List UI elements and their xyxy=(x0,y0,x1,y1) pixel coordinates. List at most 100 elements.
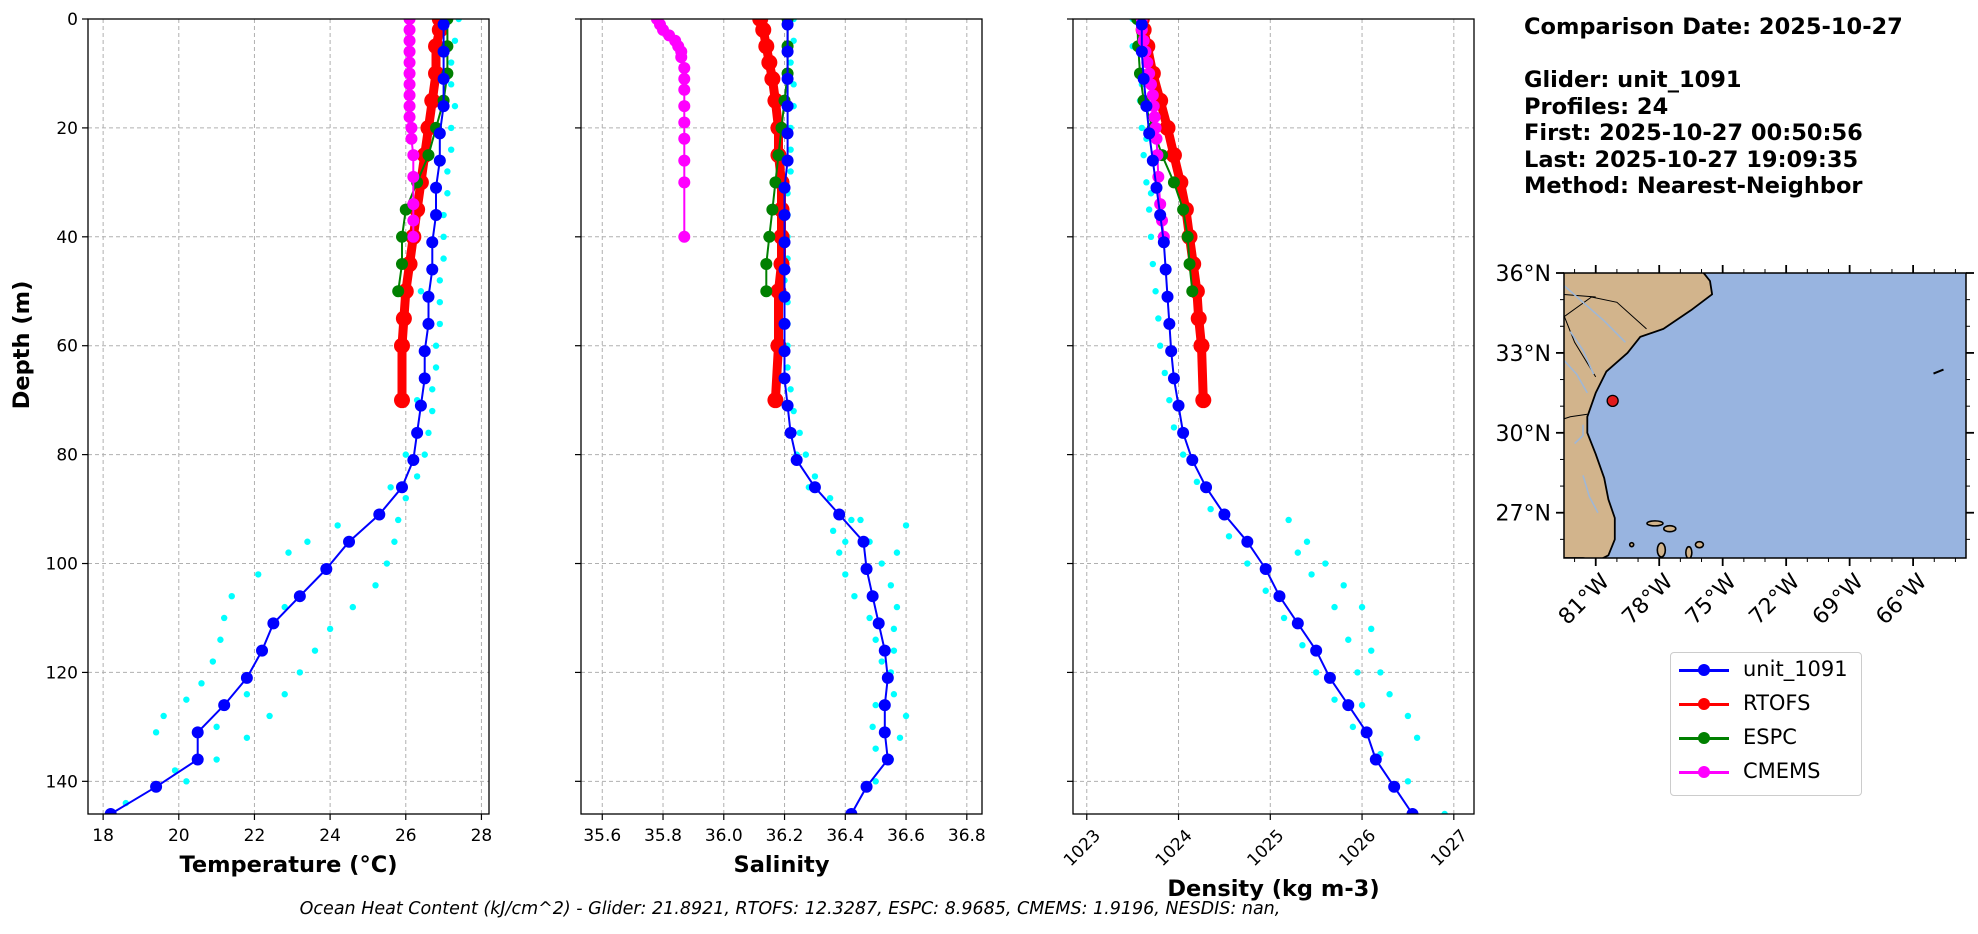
salinity-series-unit-1091-point-18 xyxy=(833,508,846,521)
temperature-ytick-label-120: 120 xyxy=(46,663,78,683)
temperature-profile-point-0 xyxy=(455,19,462,23)
temperature-profile-point-26 xyxy=(372,582,379,589)
density-series-unit-1091-point-4 xyxy=(1143,127,1156,140)
salinity-series-unit-1091-point-3 xyxy=(781,100,794,113)
density-profile-point-21 xyxy=(1262,587,1269,594)
density-series-unit-1091-point-1 xyxy=(1135,45,1148,58)
salinity-profile-point-22 xyxy=(826,494,834,502)
map-lon-label-72-w: 72°W xyxy=(1745,569,1806,630)
density-profile-point-16 xyxy=(1179,451,1187,458)
temperature-series-unit-1091-point-19 xyxy=(343,535,356,548)
temperature-profile-point-21 xyxy=(413,473,421,480)
density-series-unit-1091-point-26 xyxy=(1360,726,1373,739)
salinity-series-rtofs-point-4 xyxy=(764,70,781,87)
density-series-unit-1091-point-16 xyxy=(1186,454,1199,467)
salinity-profile-point-35 xyxy=(872,778,879,785)
temperature-profile-point-50 xyxy=(198,680,205,687)
salinity-profile-point-45 xyxy=(872,701,879,709)
temperature-profile-point-46 xyxy=(228,592,235,600)
legend-marker-glider xyxy=(1698,664,1710,676)
density-profile-point-15 xyxy=(1170,424,1178,431)
density-series-unit-1091-point-11 xyxy=(1163,317,1176,330)
density-series-unit-1091-point-6 xyxy=(1150,181,1163,194)
temperature-series-rtofs-point-13 xyxy=(393,337,410,354)
density-series-cmems-point-9 xyxy=(1148,111,1161,124)
salinity-xtick-label-36-2: 36.2 xyxy=(766,826,804,846)
salinity-series-rtofs-point-2 xyxy=(758,38,775,55)
density-series-cmems-point-14 xyxy=(1154,198,1167,211)
map-lon-label-75-w: 75°W xyxy=(1681,569,1742,630)
temperature-plot-area xyxy=(104,19,462,814)
interpolation-method: Method: Nearest-Neighbor xyxy=(1524,173,1863,199)
temperature-xtick-label-26: 26 xyxy=(395,826,417,846)
density-profile-point-9 xyxy=(1149,260,1157,268)
temperature-series-unit-1091-point-25 xyxy=(218,699,231,712)
salinity-series-cmems-point-16 xyxy=(678,230,691,243)
density-series-unit-1091-point-24 xyxy=(1323,671,1336,684)
density-xtick-label-1026: 1026 xyxy=(1335,826,1380,871)
density-profile-point-24 xyxy=(1312,669,1320,676)
temperature-series-unit-1091-point-6 xyxy=(430,181,443,194)
density-profile-point-32 xyxy=(1322,560,1329,567)
temperature-series-unit-1091-point-20 xyxy=(320,562,333,575)
land-coast xyxy=(1564,273,1713,558)
temperature-series-cmems-point-1 xyxy=(403,23,416,36)
temperature-profile-point-42 xyxy=(334,522,341,529)
temperature-profile-point-4 xyxy=(451,102,459,110)
temperature-series-cmems-point-16 xyxy=(407,230,420,243)
density-profile-point-17 xyxy=(1193,478,1201,486)
density-profile-point-40 xyxy=(1413,734,1421,741)
salinity-series-unit-1091-point-7 xyxy=(778,209,791,222)
density-profile-point-10 xyxy=(1152,288,1159,295)
temperature-profile-point-1 xyxy=(451,37,459,44)
legend-item-espc: ESPC xyxy=(1671,723,1861,753)
temperature-ylabel: Depth (m) xyxy=(9,281,35,410)
density-profile-point-18 xyxy=(1207,505,1214,513)
river-3 xyxy=(1574,424,1584,445)
salinity-profile-point-2 xyxy=(787,59,794,66)
density-series-unit-1091-point-28 xyxy=(1388,780,1401,793)
temperature-profile-point-23 xyxy=(395,516,402,524)
temperature-profile-point-5 xyxy=(447,124,455,132)
density-plot-area xyxy=(1129,19,1448,814)
bahamas-island-1 xyxy=(1662,524,1677,533)
salinity-profile-point-29 xyxy=(890,647,898,654)
temperature-profile-point-25 xyxy=(383,560,391,567)
salinity-plot-area xyxy=(650,19,910,814)
legend-item-glider: unit_1091 xyxy=(1671,655,1861,685)
salinity-series-unit-1091-point-27 xyxy=(881,753,894,766)
salinity-profile-point-51 xyxy=(857,516,864,524)
salinity-series-unit-1091-point-21 xyxy=(866,590,879,603)
temperature-profile-point-40 xyxy=(402,451,409,458)
temperature-profile-point-3 xyxy=(447,81,455,88)
temperature-series-cmems-point-9 xyxy=(403,111,416,124)
salinity-xtick-label-35-6: 35.6 xyxy=(583,826,621,846)
density-grid xyxy=(1073,18,1474,814)
temperature-series-unit-1091-point-0 xyxy=(437,19,450,31)
temperature-series-unit-1091-point-22 xyxy=(267,617,280,630)
salinity-profile-point-25 xyxy=(878,560,885,567)
salinity-series-unit-1091-point-23 xyxy=(878,644,891,657)
ocean-heat-content-caption: Ocean Heat Content (kJ/cm^2) - Glider: 2… xyxy=(299,899,1281,919)
legend-label-glider: unit_1091 xyxy=(1743,657,1848,681)
temperature-profile-point-2 xyxy=(447,59,455,66)
density-series-rtofs-point-6 xyxy=(1165,147,1182,164)
temperature-series-cmems-point-4 xyxy=(403,56,416,69)
temperature-profile-point-10 xyxy=(440,233,447,241)
density-series-unit-1091-point-19 xyxy=(1241,535,1254,548)
salinity-series-unit-1091-point-25 xyxy=(878,699,891,712)
legend-item-cmems: CMEMS xyxy=(1671,757,1861,787)
map-lon-label-69-w: 69°W xyxy=(1808,569,1869,630)
salinity-series-unit-1091-point-28 xyxy=(860,780,873,793)
temperature-series-unit-1091-point-28 xyxy=(150,780,163,793)
density-profile-point-26 xyxy=(1349,723,1357,731)
map-body xyxy=(1564,273,1966,558)
temperature-profile-point-28 xyxy=(326,625,334,633)
temperature-profile-point-20 xyxy=(421,451,428,458)
salinity-profile-point-26 xyxy=(887,582,895,589)
temperature-profile-point-6 xyxy=(447,146,455,153)
salinity-profile-point-42 xyxy=(866,614,873,622)
temperature-profile-point-17 xyxy=(429,386,436,393)
temperature-series-unit-1091-point-3 xyxy=(437,100,450,113)
temperature-series-unit-1091-point-27 xyxy=(191,753,204,766)
